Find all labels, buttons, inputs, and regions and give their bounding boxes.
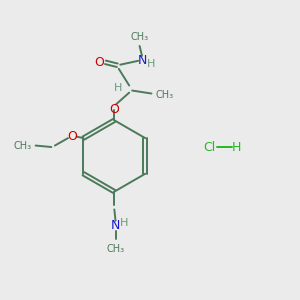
- Text: CH₃: CH₃: [107, 244, 125, 254]
- Text: H: H: [114, 82, 122, 93]
- Text: O: O: [67, 130, 77, 143]
- Text: CH₃: CH₃: [156, 90, 174, 100]
- Text: O: O: [94, 56, 104, 69]
- Text: O: O: [110, 103, 119, 116]
- Text: N: N: [138, 54, 147, 67]
- Text: H: H: [147, 59, 155, 69]
- Text: H: H: [232, 140, 241, 154]
- Text: H: H: [120, 218, 128, 228]
- Text: Cl: Cl: [203, 140, 216, 154]
- Text: CH₃: CH₃: [130, 32, 149, 41]
- Text: N: N: [111, 219, 121, 232]
- Text: CH₃: CH₃: [14, 140, 32, 151]
